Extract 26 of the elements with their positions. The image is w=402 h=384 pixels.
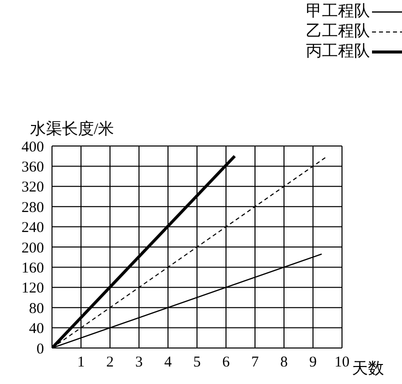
x-tick-label: 4 bbox=[164, 354, 172, 371]
x-tick-label: 7 bbox=[251, 354, 260, 371]
y-tick-label: 200 bbox=[22, 240, 44, 256]
y-tick-label: 400 bbox=[22, 139, 44, 156]
y-tick-label: 0 bbox=[36, 341, 44, 358]
x-axis-title: 天数 bbox=[352, 360, 384, 378]
y-axis-title: 水渠长度/米 bbox=[30, 120, 114, 138]
y-tick-label: 160 bbox=[22, 260, 44, 277]
y-tick-label: 120 bbox=[22, 280, 44, 297]
legend-label: 甲工程队 bbox=[306, 2, 370, 22]
legend-label: 乙工程队 bbox=[306, 22, 370, 42]
x-tick-label: 2 bbox=[106, 354, 114, 371]
legend-label: 丙工程队 bbox=[306, 42, 370, 62]
x-tick-label: 3 bbox=[135, 354, 143, 371]
x-tick-label: 5 bbox=[193, 354, 201, 371]
x-tick-label: 8 bbox=[280, 354, 288, 371]
x-tick-label: 6 bbox=[222, 354, 230, 371]
y-tick-label: 320 bbox=[22, 180, 44, 196]
y-tick-label: 240 bbox=[22, 220, 44, 236]
x-tick-label: 1 bbox=[77, 354, 85, 371]
x-tick-label: 9 bbox=[309, 354, 317, 371]
y-tick-label: 360 bbox=[22, 160, 44, 176]
y-tick-label: 40 bbox=[29, 321, 44, 338]
y-tick-label: 80 bbox=[29, 300, 44, 317]
x-tick-label: 10 bbox=[334, 354, 350, 371]
y-tick-label: 280 bbox=[22, 200, 44, 216]
